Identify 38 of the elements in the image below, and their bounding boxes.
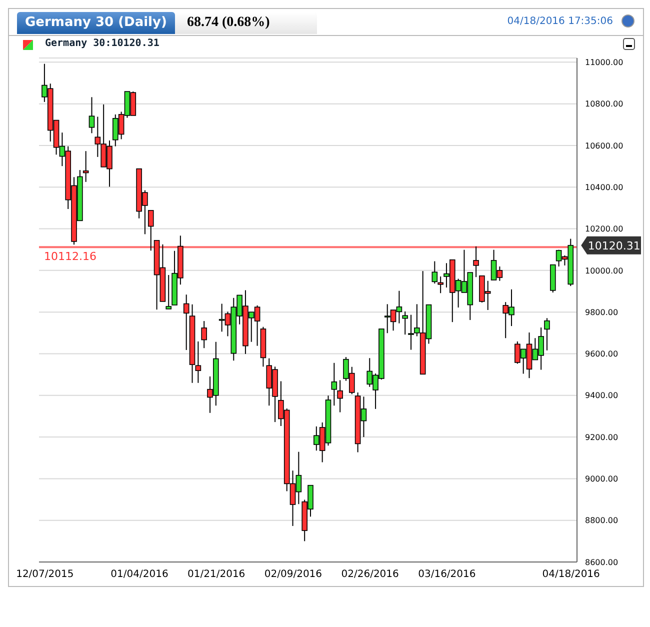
ref-line-label: 10112.16 [44,250,96,263]
candlestick [337,380,343,413]
chart-subtitle: 68.74 (0.68%) [175,12,317,34]
y-tick-label: 9400.00 [585,391,618,400]
y-tick-label: 10600.00 [585,141,624,150]
candlestick [331,362,338,406]
y-tick-label: 10200.00 [585,224,624,234]
x-tick-label: 01/04/2016 [110,569,168,580]
y-tick-label: 8600.00 [585,558,618,567]
candlestick [166,274,172,310]
y-tick-label: 9200.00 [585,432,618,442]
x-tick-label: 02/09/2016 [264,569,322,580]
candlestick [201,320,207,349]
chart-title: Germany 30 (Daily) [17,12,175,34]
candlestick [438,276,444,294]
x-tick-label: 03/16/2016 [418,569,476,580]
text: 10120.31 [588,239,640,252]
y-tick-label: 9000.00 [585,474,618,484]
candlestick [544,318,550,351]
y-tick-label: 9800.00 [585,308,618,317]
y-tick-label: 10000.00 [585,266,624,276]
y-tick-label: 10400.00 [585,182,624,192]
candlestick [88,96,95,134]
candlestick [402,310,408,336]
candlestick [432,260,438,284]
x-tick-label: 12/07/2015 [16,569,74,580]
y-tick-label: 9600.00 [585,350,618,359]
candlestick [82,150,89,182]
y-tick-label: 10800.00 [585,100,624,109]
y-tick-label: 11000.00 [585,58,624,68]
y-tick-label: 8800.00 [585,516,618,526]
candlestick [195,340,202,384]
x-tick-label: 04/18/2016 [542,569,600,580]
text: Germany 30:10120.31 [45,38,160,49]
text: 04/18/2016 17:35:06 [507,16,613,27]
x-tick-label: 02/26/2016 [341,569,399,580]
x-tick-label: 01/21/2016 [188,569,246,580]
candlestick [183,294,190,350]
